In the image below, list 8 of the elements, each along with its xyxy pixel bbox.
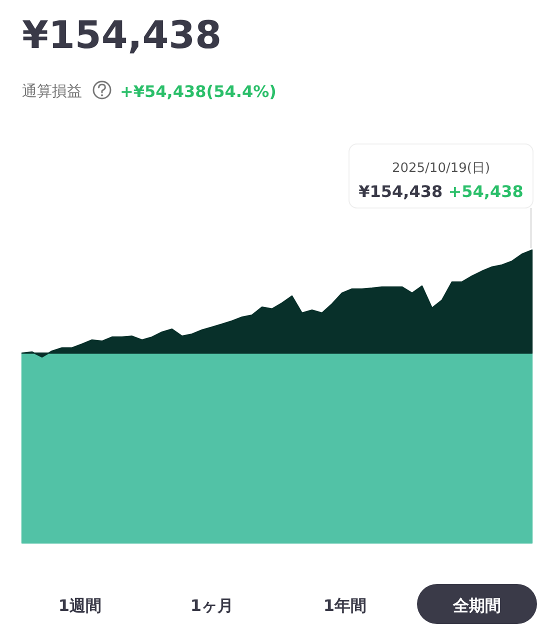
chart-subtitle: 通算損益 bbox=[22, 82, 82, 100]
tooltip: 2025/10/19(日) ¥154,438 +54,438 bbox=[348, 144, 534, 248]
text: 1年間 bbox=[323, 596, 367, 615]
text: 1ヶ月 bbox=[190, 596, 234, 615]
text: 1週間 bbox=[58, 596, 102, 615]
text: +¥54,438(54.4%) bbox=[120, 82, 276, 101]
text: 全期間 bbox=[452, 596, 501, 615]
chart-title: ¥154,438 bbox=[22, 13, 222, 57]
